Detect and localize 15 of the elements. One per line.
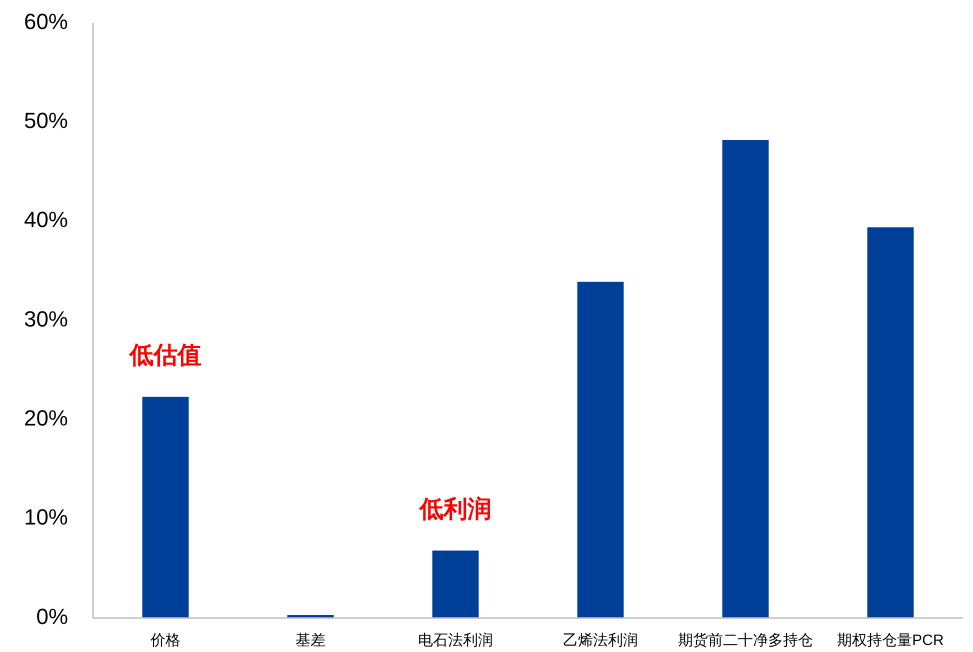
x-tick-label: 乙烯法利润 (563, 632, 638, 649)
x-tick-label: 电石法利润 (418, 632, 493, 649)
y-tick-label: 30% (24, 306, 68, 332)
x-tick-label: 期权持仓量PCR (837, 632, 944, 649)
y-tick-label: 60% (24, 8, 68, 34)
x-tick-label: 价格 (150, 632, 180, 649)
y-tick-label: 40% (24, 207, 68, 232)
y-tick-label: 10% (24, 504, 68, 530)
annotation: 低利润 (418, 496, 492, 523)
y-tick-label: 20% (24, 405, 68, 430)
annotation: 低估值 (128, 342, 202, 370)
y-tick-label: 0% (36, 604, 68, 629)
x-tick-label: 基差 (296, 632, 326, 649)
y-tick-label: 50% (24, 108, 68, 133)
x-tick-label: 期货前二十净多持仓 (678, 632, 813, 649)
